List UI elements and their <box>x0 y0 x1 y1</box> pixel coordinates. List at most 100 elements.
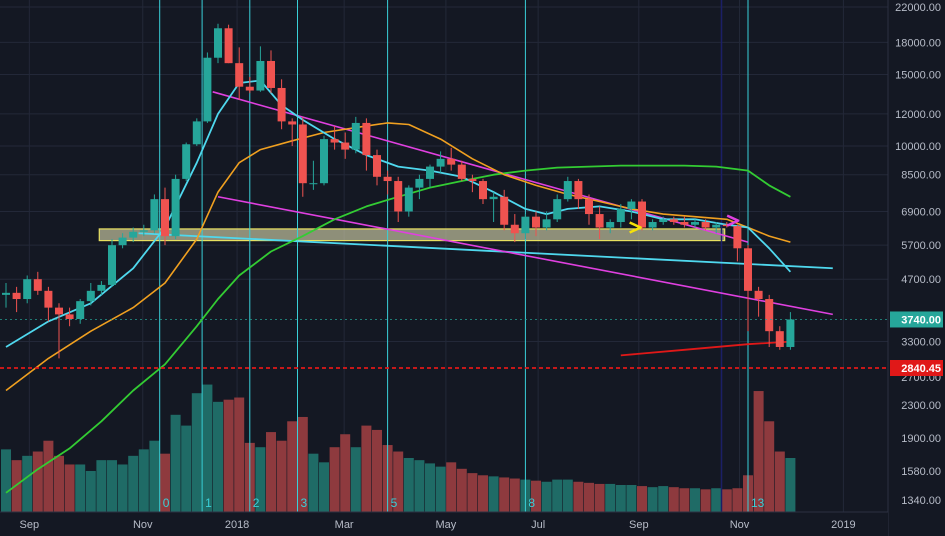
price-tick-label: 4700.00 <box>901 274 941 286</box>
candle-body <box>309 183 318 185</box>
time-tick-label: Nov <box>133 519 153 531</box>
candle-body <box>288 121 297 125</box>
candle-body <box>500 196 509 225</box>
candle-body <box>574 181 583 200</box>
support-level-value: 2840.45 <box>901 363 941 375</box>
cycle-label: 2 <box>253 496 260 510</box>
volume-bar <box>255 447 266 512</box>
time-tick-label: May <box>436 519 457 531</box>
volume-bar <box>287 421 298 512</box>
volume-bar <box>668 487 679 512</box>
volume-bar <box>488 476 499 512</box>
volume-bar <box>1 449 11 512</box>
candle-body <box>415 178 424 188</box>
volume-bar <box>181 425 192 512</box>
price-axis[interactable]: 22000.00 18000.00 15000.00 12000.00 10000.00… <box>887 0 945 536</box>
price-tick-label: 2300.00 <box>901 400 941 412</box>
candle-body <box>23 279 32 300</box>
volume-bar <box>43 440 54 512</box>
volume-bar <box>128 455 139 512</box>
candle-body <box>648 222 657 228</box>
volume-bar <box>774 451 785 512</box>
candle-body <box>203 57 212 122</box>
price-tick-label: 1900.00 <box>901 433 941 445</box>
arrow-annotations <box>629 214 740 234</box>
candle-body <box>97 284 106 291</box>
time-tick-label: 2018 <box>225 519 249 531</box>
candle-body <box>44 290 53 308</box>
candle-body <box>256 60 265 91</box>
price-tick-label: 3300.00 <box>901 337 941 349</box>
volume-bar <box>266 432 276 512</box>
volume-bar <box>54 455 64 512</box>
volume-bar <box>329 447 340 512</box>
volume-bar <box>658 486 669 512</box>
time-tick-label: Sep <box>629 519 649 531</box>
candle-body <box>320 139 328 184</box>
candle-body <box>786 319 795 347</box>
volume-bars <box>1 384 796 512</box>
candle-body <box>139 230 148 232</box>
candle-body <box>775 331 784 347</box>
price-badges: 3740.00 2840.45 <box>890 311 943 376</box>
candle-body <box>691 222 699 225</box>
volume-bar <box>435 466 446 512</box>
trend-lines <box>138 91 833 316</box>
volume-bar <box>700 489 711 512</box>
candle-body <box>553 199 562 220</box>
candle-body <box>351 122 360 150</box>
moving-average-orange <box>5 122 791 392</box>
volume-bar <box>107 460 117 512</box>
candle-body <box>394 181 403 212</box>
volume-bar <box>149 440 160 512</box>
time-axis[interactable]: Sep Nov 2018 Mar May Jul Sep Nov 2019 <box>0 511 888 536</box>
volume-bar <box>531 480 541 512</box>
price-tick-label: 12000.00 <box>895 109 941 121</box>
candle-body <box>214 28 222 58</box>
cycle-label: 8 <box>528 496 535 510</box>
candle-body <box>161 199 169 237</box>
candle-body <box>12 292 21 300</box>
price-axis-background <box>888 0 945 536</box>
volume-bar <box>319 462 329 512</box>
volume-bar <box>75 464 86 512</box>
candle-body <box>744 248 752 291</box>
volume-bar <box>615 485 626 512</box>
dashed-support-line <box>0 318 888 369</box>
trend-line-magenta-upper <box>212 91 749 243</box>
candle-body <box>733 226 742 249</box>
volume-bar <box>22 455 33 512</box>
candle-body <box>76 301 85 320</box>
volume-bar <box>785 458 796 512</box>
volume-bar <box>605 483 616 512</box>
price-tick-label: 1580.00 <box>901 466 941 478</box>
volume-bar <box>732 488 743 512</box>
candle-body <box>267 60 275 88</box>
candle-body <box>129 231 138 238</box>
volume-bar <box>626 485 637 512</box>
candle-body <box>224 28 233 64</box>
candle-body <box>436 158 445 167</box>
volume-bar <box>647 487 658 512</box>
cycle-label: 0 <box>163 496 170 510</box>
volume-bar <box>32 451 43 512</box>
candle-body <box>765 299 774 332</box>
candle-body <box>563 181 572 200</box>
candle-body <box>595 214 604 228</box>
time-tick-label: Jul <box>531 519 545 531</box>
volume-bar <box>170 414 181 512</box>
candle-body <box>627 201 636 209</box>
candle-body <box>659 219 668 223</box>
price-tick-label: 1340.00 <box>901 495 941 507</box>
volume-bar <box>456 468 467 512</box>
candle-body <box>182 144 191 179</box>
volume-bar <box>223 399 234 512</box>
volume-bar <box>213 401 223 512</box>
arrow-marker <box>726 214 740 227</box>
candle-body <box>479 181 487 200</box>
candle-body <box>616 208 625 223</box>
candle-body <box>298 124 307 184</box>
volume-bar <box>679 488 690 512</box>
candle-body <box>362 122 371 156</box>
